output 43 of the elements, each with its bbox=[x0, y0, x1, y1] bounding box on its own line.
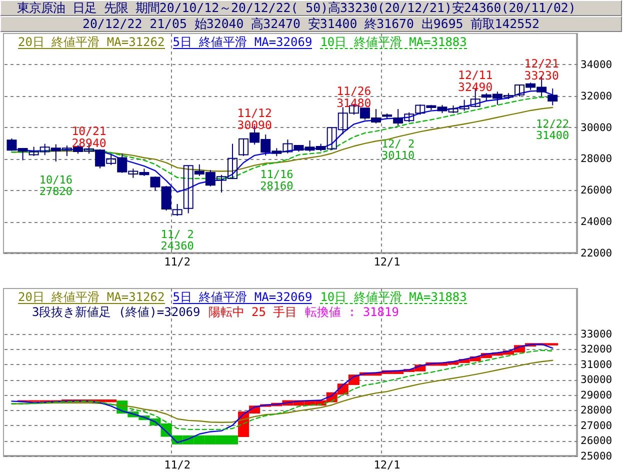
y-tick-label: 28000 bbox=[580, 153, 612, 166]
chart-title: 東京原油 日足 先限 期間20/10/12～20/12/22( 50)高33230(20/12/21)安24360(20/11/02) bbox=[17, 0, 576, 15]
annotation: 12/11 32490 bbox=[458, 68, 493, 94]
text: 20日 終値平滑 MA=31262 bbox=[18, 35, 165, 49]
y-tick-label: 32000 bbox=[580, 344, 612, 356]
annotation: 11/16 28160 bbox=[260, 168, 294, 193]
annotation: 10/16 27820 bbox=[39, 174, 72, 198]
annotation: 転換値 : 31819 bbox=[305, 305, 399, 319]
y-tick-label: 33000 bbox=[580, 328, 612, 340]
text: 20日 終値平滑 MA=31262 bbox=[18, 290, 165, 304]
x-tick-label: 12/1 bbox=[374, 458, 400, 472]
chart-subtitle: 20/12/22 21/05 始32040 高32470 安31400 終31670 出9695 前取142552 bbox=[82, 16, 540, 31]
y-tick-label: 26000 bbox=[580, 435, 612, 448]
annotation: 11/12 30090 bbox=[237, 106, 272, 132]
y-tick-label: 30000 bbox=[580, 122, 612, 134]
y-tick-label: 34000 bbox=[580, 58, 612, 71]
annotation: 12/22 31400 bbox=[536, 117, 570, 142]
y-tick-label: 27000 bbox=[580, 420, 612, 432]
text: 5日 終値平滑 MA=32069 bbox=[172, 290, 312, 304]
x-tick-label: 12/1 bbox=[374, 256, 400, 268]
y-tick-label: 22000 bbox=[580, 248, 612, 260]
y-tick-label: 29000 bbox=[580, 389, 612, 402]
x-tick-label: 11/2 bbox=[164, 256, 191, 268]
y-tick-label: 28000 bbox=[580, 404, 612, 417]
y-tick-label: 26000 bbox=[580, 184, 612, 197]
annotation: 12/21 33230 bbox=[524, 56, 559, 83]
annotation: 3段抜き新値足 (終値)=32069 bbox=[32, 305, 200, 319]
annotation: 12/ 2 30110 bbox=[382, 138, 415, 162]
header-bar: 20/12/22 21/05 始32040 高32470 安31400 終31670 出9695 前取142552 bbox=[0, 16, 622, 32]
annotation: 10/21 28940 bbox=[72, 124, 106, 150]
x-tick-label: 11/2 bbox=[164, 458, 191, 472]
y-tick-label: 30000 bbox=[580, 374, 612, 386]
y-tick-label: 24000 bbox=[580, 216, 612, 228]
y-tick-label: 25000 bbox=[580, 450, 612, 462]
annotation: 11/ 2 24360 bbox=[160, 228, 194, 252]
y-tick-label: 32000 bbox=[580, 90, 612, 102]
annotation: 陽転中 25 手目 bbox=[208, 305, 298, 319]
annotation: 11/26 31480 bbox=[336, 84, 372, 110]
y-tick-label: 31000 bbox=[580, 358, 612, 371]
text: 10日 終値平滑 MA=31883 bbox=[320, 290, 467, 304]
header-bar: 東京原油 日足 先限 期間20/10/12～20/12/22( 50)高33230(20/12/21)安24360(20/11/02) bbox=[0, 0, 622, 16]
text: 5日 終値平滑 MA=32069 bbox=[172, 35, 312, 49]
text: 10日 終値平滑 MA=31883 bbox=[320, 35, 467, 49]
